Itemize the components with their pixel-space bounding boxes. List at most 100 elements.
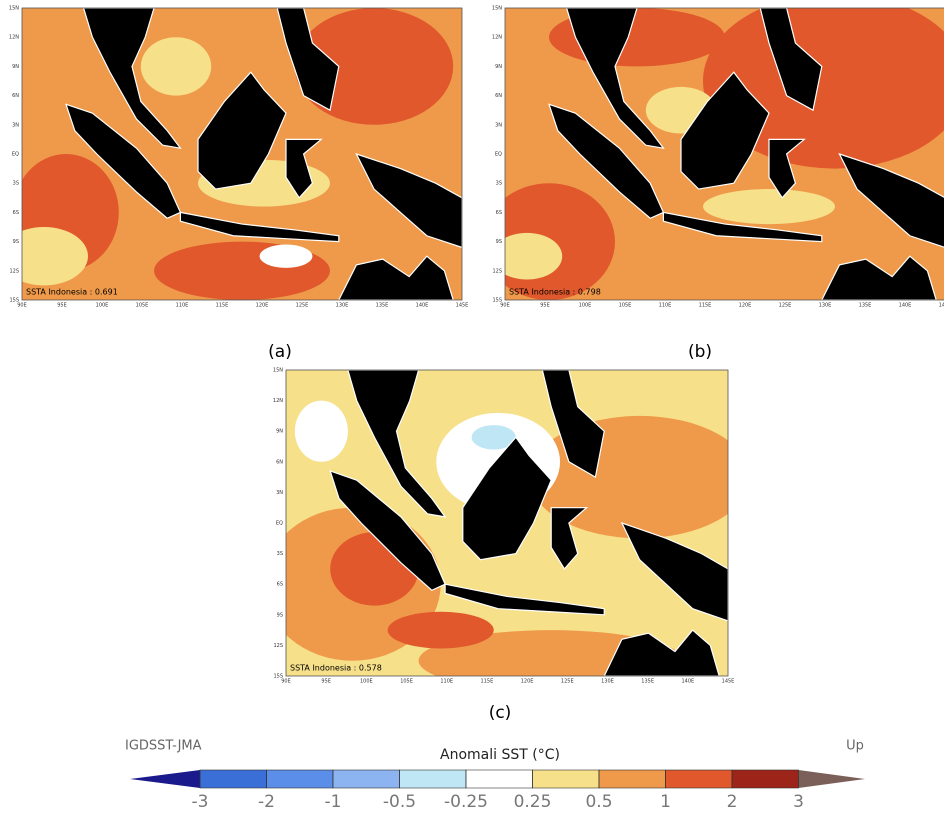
colorbar-box [399, 769, 467, 789]
colorbar-box [332, 769, 400, 789]
anomaly-patch [505, 232, 563, 280]
anomaly-patch [703, 8, 944, 169]
colorbar-tick-label: -2 [258, 792, 275, 811]
panel-label: (c) [489, 703, 512, 723]
lat-tick-label: 15N [9, 6, 19, 12]
land [197, 71, 287, 190]
map-annotation: SSTA Indonesia : 0.578 [290, 664, 382, 673]
land [680, 71, 770, 190]
lon-tick-label: 120E [256, 303, 269, 309]
colorbar-box [731, 769, 799, 789]
lat-tick-label: 3S [496, 181, 502, 187]
land [541, 370, 605, 479]
colorbar-extend-label: Up [846, 739, 864, 754]
lon-tick-label: 115E [481, 679, 494, 685]
lon-tick-label: 90E [17, 303, 27, 309]
lat-tick-label: 6N [276, 459, 283, 465]
land [285, 138, 323, 199]
lon-tick-label: 135E [641, 679, 654, 685]
land [338, 255, 454, 300]
anomaly-patch [703, 189, 835, 225]
land [355, 152, 462, 249]
lon-tick-label: 110E [176, 303, 189, 309]
colorbar-tick-label: -1 [325, 792, 342, 811]
lat-tick-label: 6N [12, 93, 19, 99]
colorbar-tick-label: 3 [793, 792, 804, 811]
colorbar-tick-label: 0.25 [514, 792, 552, 811]
land [444, 583, 605, 616]
lon-tick-label: 145E [939, 303, 944, 309]
lat-tick-label: 12N [273, 398, 283, 404]
lon-tick-label: 100E [360, 679, 373, 685]
anomaly-patch [22, 227, 88, 286]
lat-tick-label: 6N [495, 93, 502, 99]
lat-tick-label: 12S [273, 643, 283, 649]
lat-tick-label: 3S [277, 551, 283, 557]
anomaly-patch [259, 244, 313, 268]
colorbar-box [665, 769, 733, 789]
land [565, 8, 665, 149]
lon-tick-label: 105E [136, 303, 149, 309]
map-frame [21, 7, 463, 301]
anomaly-patch [387, 611, 494, 649]
lat-tick-label: 9S [13, 239, 19, 245]
colorbar-box [598, 769, 666, 789]
land [179, 211, 340, 243]
lat-tick-label: 9S [496, 239, 502, 245]
lat-tick-label: 15N [492, 6, 502, 12]
lon-tick-label: 110E [659, 303, 672, 309]
lon-tick-label: 130E [601, 679, 614, 685]
lon-tick-label: 90E [281, 679, 291, 685]
lat-tick-label: 9N [12, 64, 19, 70]
colorbar-tick-label: 0.5 [585, 792, 612, 811]
colorbar-source: IGDSST-JMA [125, 739, 202, 754]
lon-tick-label: 140E [681, 679, 694, 685]
lon-tick-label: 125E [561, 679, 574, 685]
land [603, 629, 720, 676]
lat-tick-label: 3S [13, 181, 19, 187]
colorbar-box [465, 769, 533, 789]
lat-tick-label: 3N [495, 122, 502, 128]
lon-tick-label: 135E [859, 303, 872, 309]
panel-label: (a) [268, 342, 292, 362]
colorbar-box [266, 769, 334, 789]
lat-tick-label: 15S [9, 298, 19, 304]
anomaly-patch [294, 400, 348, 462]
land [65, 103, 182, 219]
colorbar-title: Anomali SST (°C) [440, 747, 560, 763]
lon-tick-label: 140E [899, 303, 912, 309]
lon-tick-label: 130E [819, 303, 832, 309]
map-annotation: SSTA Indonesia : 0.691 [26, 288, 118, 297]
lon-tick-label: 145E [722, 679, 735, 685]
land [462, 436, 552, 561]
lon-tick-label: 105E [400, 679, 413, 685]
lon-tick-label: 140E [416, 303, 429, 309]
lon-tick-label: 145E [456, 303, 469, 309]
lat-tick-label: 6S [13, 210, 19, 216]
lon-tick-label: 95E [57, 303, 67, 309]
map-field [22, 8, 462, 300]
lat-tick-label: 3N [12, 122, 19, 128]
anomaly-patch [294, 8, 454, 125]
lon-tick-label: 115E [216, 303, 229, 309]
lat-tick-label: 12N [492, 35, 502, 41]
lon-tick-label: 130E [336, 303, 349, 309]
colorbar-tick-label: -0.5 [383, 792, 416, 811]
anomaly-patch [140, 37, 212, 96]
map-annotation: SSTA Indonesia : 0.798 [509, 288, 601, 297]
panel-label: (b) [688, 342, 712, 362]
map-field [505, 8, 944, 300]
colorbar-tick-label: -0.25 [444, 792, 488, 811]
lat-tick-label: 12S [9, 268, 19, 274]
lat-tick-label: 3N [276, 490, 283, 496]
land [768, 138, 806, 199]
land [276, 8, 340, 112]
land [662, 211, 823, 243]
lat-tick-label: 12S [492, 268, 502, 274]
land [759, 8, 823, 112]
lon-tick-label: 135E [376, 303, 389, 309]
land [82, 8, 182, 149]
